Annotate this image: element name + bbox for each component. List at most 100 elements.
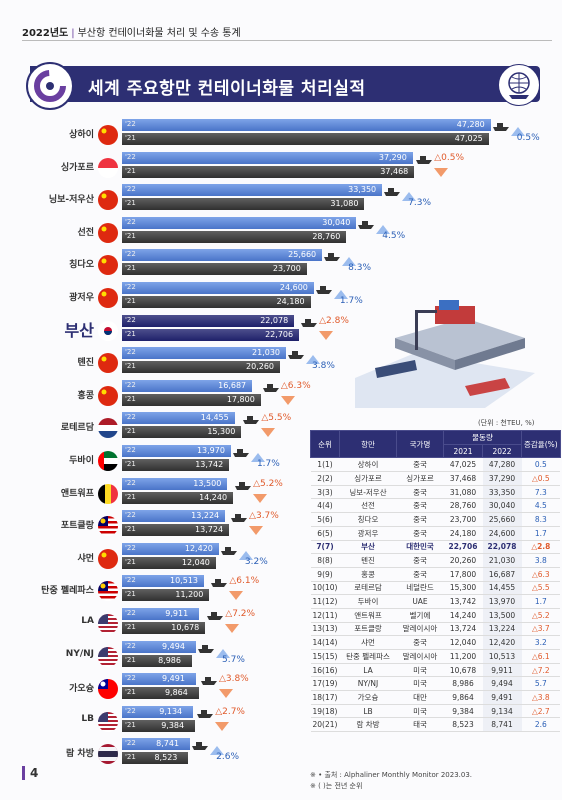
table-cell: 4.5 <box>521 498 561 514</box>
table-row: 2(2) 싱가포르 싱가포르 37,468 37,290 △0.5 <box>310 471 561 486</box>
bar-value-2021: 23,700 <box>272 264 301 274</box>
table-cell: 2(2) <box>310 471 340 486</box>
bar-year-label-2021: '21 <box>125 166 136 175</box>
country-flag-icon <box>98 614 118 634</box>
table-row: 17(19) NY/NJ 미국 8,986 9,494 5.7 <box>310 676 561 692</box>
table-cell: 20(21) <box>310 717 340 733</box>
bar-year-label-2021: '21 <box>125 590 136 599</box>
bar-year-label-2021: '21 <box>125 557 136 566</box>
increase-arrow-icon <box>342 257 357 267</box>
bar-value-2021: 47,025 <box>454 134 483 143</box>
table-source-note: ※ • 출처 : Alphaliner Monthly Monitor 2023… <box>310 771 473 779</box>
bar-value-2022: 9,491 <box>162 674 185 684</box>
bar-value-2021: 11,200 <box>175 590 204 600</box>
table-cell: 중국 <box>396 635 444 650</box>
table-cell: △0.5 <box>521 471 561 486</box>
table-cell: 중국 <box>396 457 444 473</box>
th-port: 항만 <box>339 429 397 459</box>
decrease-arrow-icon <box>229 591 244 601</box>
table-cell: 10(10) <box>310 581 340 596</box>
bar-value-2022: 25,660 <box>288 250 317 260</box>
bar-2022 <box>122 379 253 392</box>
bar-2021 <box>122 165 415 178</box>
table-cell: 12,420 <box>482 635 522 650</box>
change-rate-label: △0.5% <box>434 152 465 163</box>
bar-value-2022: 24,600 <box>279 283 308 292</box>
port-name-label: 홍콩 <box>77 390 94 401</box>
port-name-label: 선전 <box>77 227 94 238</box>
bar-2021 <box>122 393 261 406</box>
change-rate-label: △5.5% <box>261 413 292 424</box>
table-cell: LB <box>339 704 397 719</box>
bar-value-2022: 8,741 <box>156 739 180 749</box>
table-cell: 로테르담 <box>339 581 397 596</box>
ship-icon <box>235 481 252 494</box>
table-cell: 9,911 <box>482 663 522 678</box>
table-cell: 16(16) <box>310 663 340 678</box>
bar-value-2021: 9,864 <box>164 688 188 698</box>
change-rate-label: 4.5% <box>382 230 406 241</box>
port-name-label: 가오슝 <box>69 684 94 695</box>
bar-value-2022: 12,420 <box>184 543 213 553</box>
bar-2022 <box>122 412 235 425</box>
bar-year-label-2021: '21 <box>125 231 136 240</box>
table-cell: 14(14) <box>310 635 340 650</box>
bar-year-label-2021: '21 <box>125 199 136 208</box>
bar-value-2022: 16,687 <box>218 380 247 390</box>
table-row: 3(3) 닝보-저우산 중국 31,080 33,350 7.3 <box>310 485 561 500</box>
bar-value-2021: 17,800 <box>226 394 255 404</box>
bar-year-label-2022: '22 <box>125 478 136 487</box>
bar-year-label-2021: '21 <box>125 427 136 436</box>
bar-value-2022: 37,290 <box>378 152 407 162</box>
ship-icon <box>211 578 228 591</box>
bar-year-label-2022: '22 <box>125 152 136 161</box>
country-flag-icon <box>98 711 118 732</box>
bar-2022 <box>122 184 383 197</box>
table-cell: 17(19) <box>310 676 340 692</box>
ship-icon <box>197 709 214 722</box>
bar-2022 <box>122 542 219 555</box>
bar-2022 <box>122 445 231 457</box>
bar-year-label-2021: '21 <box>125 753 136 762</box>
ship-icon <box>301 318 318 331</box>
table-cell: 9,384 <box>443 704 483 719</box>
change-rate-label: △3.8% <box>218 674 249 685</box>
table-row: 5(6) 칭다오 중국 23,700 25,660 8.3 <box>310 512 561 527</box>
header-year: 2022년도 <box>22 28 69 39</box>
change-rate-label: 5.7% <box>222 654 245 665</box>
increase-arrow-icon <box>510 127 525 136</box>
country-flag-icon <box>98 418 118 439</box>
table-cell: 가오슝 <box>339 690 397 705</box>
table-cell: 태국 <box>396 717 444 733</box>
table-cell: 광저우 <box>339 526 397 541</box>
bar-year-label-2022: '22 <box>125 120 136 128</box>
change-rate-label: △6.1% <box>229 576 260 587</box>
table-cell: 칭다오 <box>339 512 397 527</box>
bar-year-label-2022: '22 <box>125 217 136 226</box>
table-cell: 3.2 <box>521 635 561 650</box>
ship-icon <box>262 383 279 396</box>
table-cell: 12,040 <box>443 635 483 650</box>
table-cell: 8,986 <box>443 676 483 692</box>
increase-arrow-icon <box>210 746 225 756</box>
table-cell: 9(9) <box>310 567 340 582</box>
table-row: 9(9) 홍콩 중국 17,800 16,687 △6.3 <box>310 567 561 582</box>
port-name-label: 람 차방 <box>66 749 94 760</box>
table-cell: 13,970 <box>482 594 522 609</box>
table-cell: 8(8) <box>310 553 340 568</box>
port-name-label: 칭다오 <box>69 260 94 271</box>
change-rate-label: 2.6% <box>216 752 240 763</box>
table-cell: △3.8 <box>521 690 561 705</box>
header-rule <box>22 40 552 41</box>
ship-icon <box>384 187 401 200</box>
change-rate-label: △2.8% <box>319 315 349 326</box>
table-cell: 싱가포르 <box>396 471 444 486</box>
table-cell: NY/NJ <box>339 676 397 692</box>
table-cell: 13,742 <box>443 594 483 609</box>
decrease-arrow-icon <box>434 167 449 177</box>
table-cell: 23,700 <box>443 512 483 527</box>
table-cell: 7.3 <box>521 485 561 500</box>
ship-icon <box>288 350 305 363</box>
change-rate-label: 7.3% <box>408 198 431 209</box>
country-flag-icon <box>98 190 118 211</box>
